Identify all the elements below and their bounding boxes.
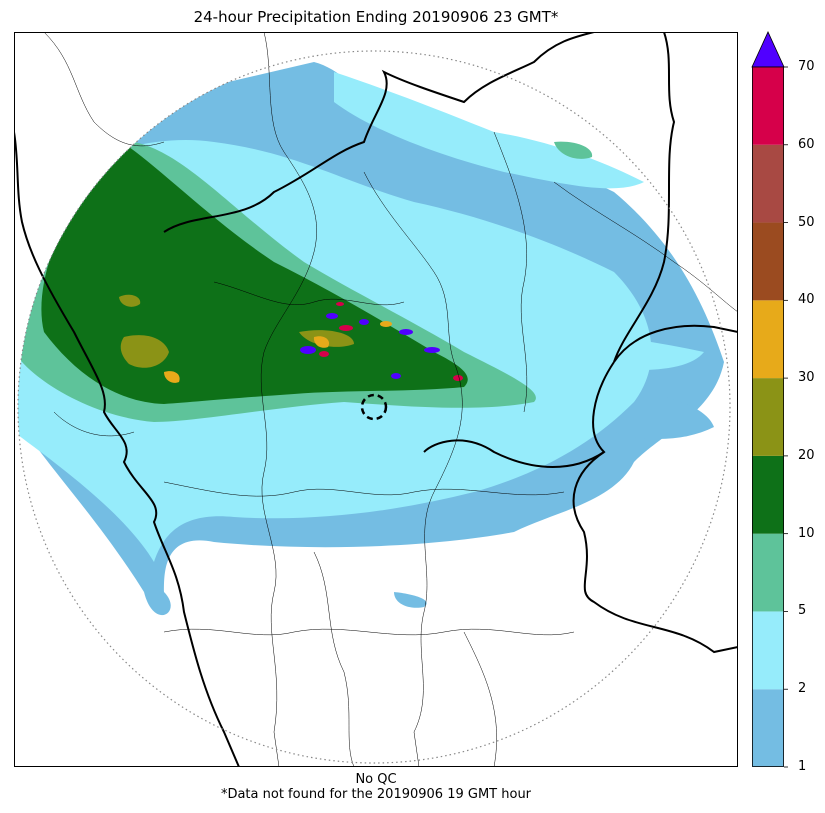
map-footer: No QC *Data not found for the 20190906 1… bbox=[14, 772, 738, 802]
colorbar-tick-label: 5 bbox=[798, 603, 807, 619]
radar-range-ring bbox=[17, 50, 731, 764]
colorbar-bin bbox=[752, 144, 784, 223]
precip-band-light-blue bbox=[394, 592, 427, 608]
district-borders bbox=[43, 32, 738, 767]
colorbar-tick-label: 70 bbox=[798, 59, 815, 74]
colorbar-bin bbox=[752, 378, 784, 456]
precip-band-olive bbox=[120, 335, 169, 368]
colorbar-tick-label: 60 bbox=[798, 136, 815, 152]
precip-band-light-blue bbox=[614, 392, 714, 439]
colorbar-bin bbox=[752, 300, 784, 379]
colorbar bbox=[751, 31, 788, 768]
qc-note: No QC bbox=[355, 772, 397, 787]
map-title: 24-hour Precipitation Ending 20190906 23… bbox=[193, 8, 559, 26]
precip-band-olive bbox=[119, 294, 141, 307]
precip-band-teal bbox=[554, 141, 593, 159]
colorbar-tick-label: 1 bbox=[798, 759, 807, 774]
intense-cells bbox=[300, 302, 463, 381]
missing-data-note: *Data not found for the 20190906 19 GMT … bbox=[220, 787, 532, 802]
colorbar-bin bbox=[752, 455, 784, 534]
colorbar-tick-label: 30 bbox=[798, 370, 815, 386]
colorbar-bin bbox=[752, 689, 784, 767]
radar-map bbox=[14, 32, 738, 767]
precip-band-gold bbox=[313, 336, 330, 348]
colorbar-bin bbox=[752, 533, 784, 612]
precip-band-gold bbox=[164, 371, 180, 383]
colorbar-tick-label: 20 bbox=[798, 447, 815, 463]
state-borders bbox=[14, 32, 738, 767]
colorbar-tick-label: 10 bbox=[798, 525, 815, 541]
radar-site-marker bbox=[360, 393, 388, 421]
colorbar-overflow-arrow bbox=[751, 31, 785, 68]
colorbar-tick-label: 2 bbox=[798, 681, 807, 697]
colorbar-tick-label: 50 bbox=[798, 214, 815, 230]
colorbar-bin bbox=[752, 222, 784, 301]
colorbar-border bbox=[752, 66, 784, 767]
precip-band-cyan bbox=[334, 72, 644, 189]
precipitation-field bbox=[18, 62, 724, 615]
colorbar-bin bbox=[752, 611, 784, 690]
precip-band-cyan bbox=[484, 330, 704, 371]
colorbar-tick-label: 40 bbox=[798, 292, 815, 308]
colorbar-bin bbox=[752, 67, 784, 145]
